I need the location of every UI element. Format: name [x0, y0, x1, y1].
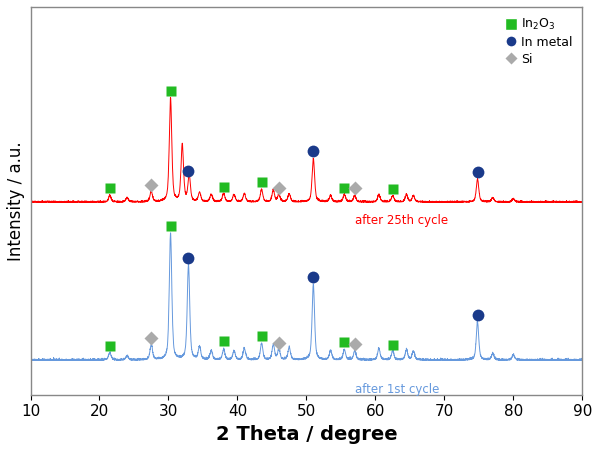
Y-axis label: Intensity / a.u.: Intensity / a.u. — [7, 141, 25, 261]
Text: after 25th cycle: after 25th cycle — [355, 214, 448, 227]
Text: after 1st cycle: after 1st cycle — [355, 383, 439, 396]
X-axis label: 2 Theta / degree: 2 Theta / degree — [216, 425, 397, 444]
Legend: In$_2$O$_3$, In metal, Si: In$_2$O$_3$, In metal, Si — [502, 13, 576, 69]
